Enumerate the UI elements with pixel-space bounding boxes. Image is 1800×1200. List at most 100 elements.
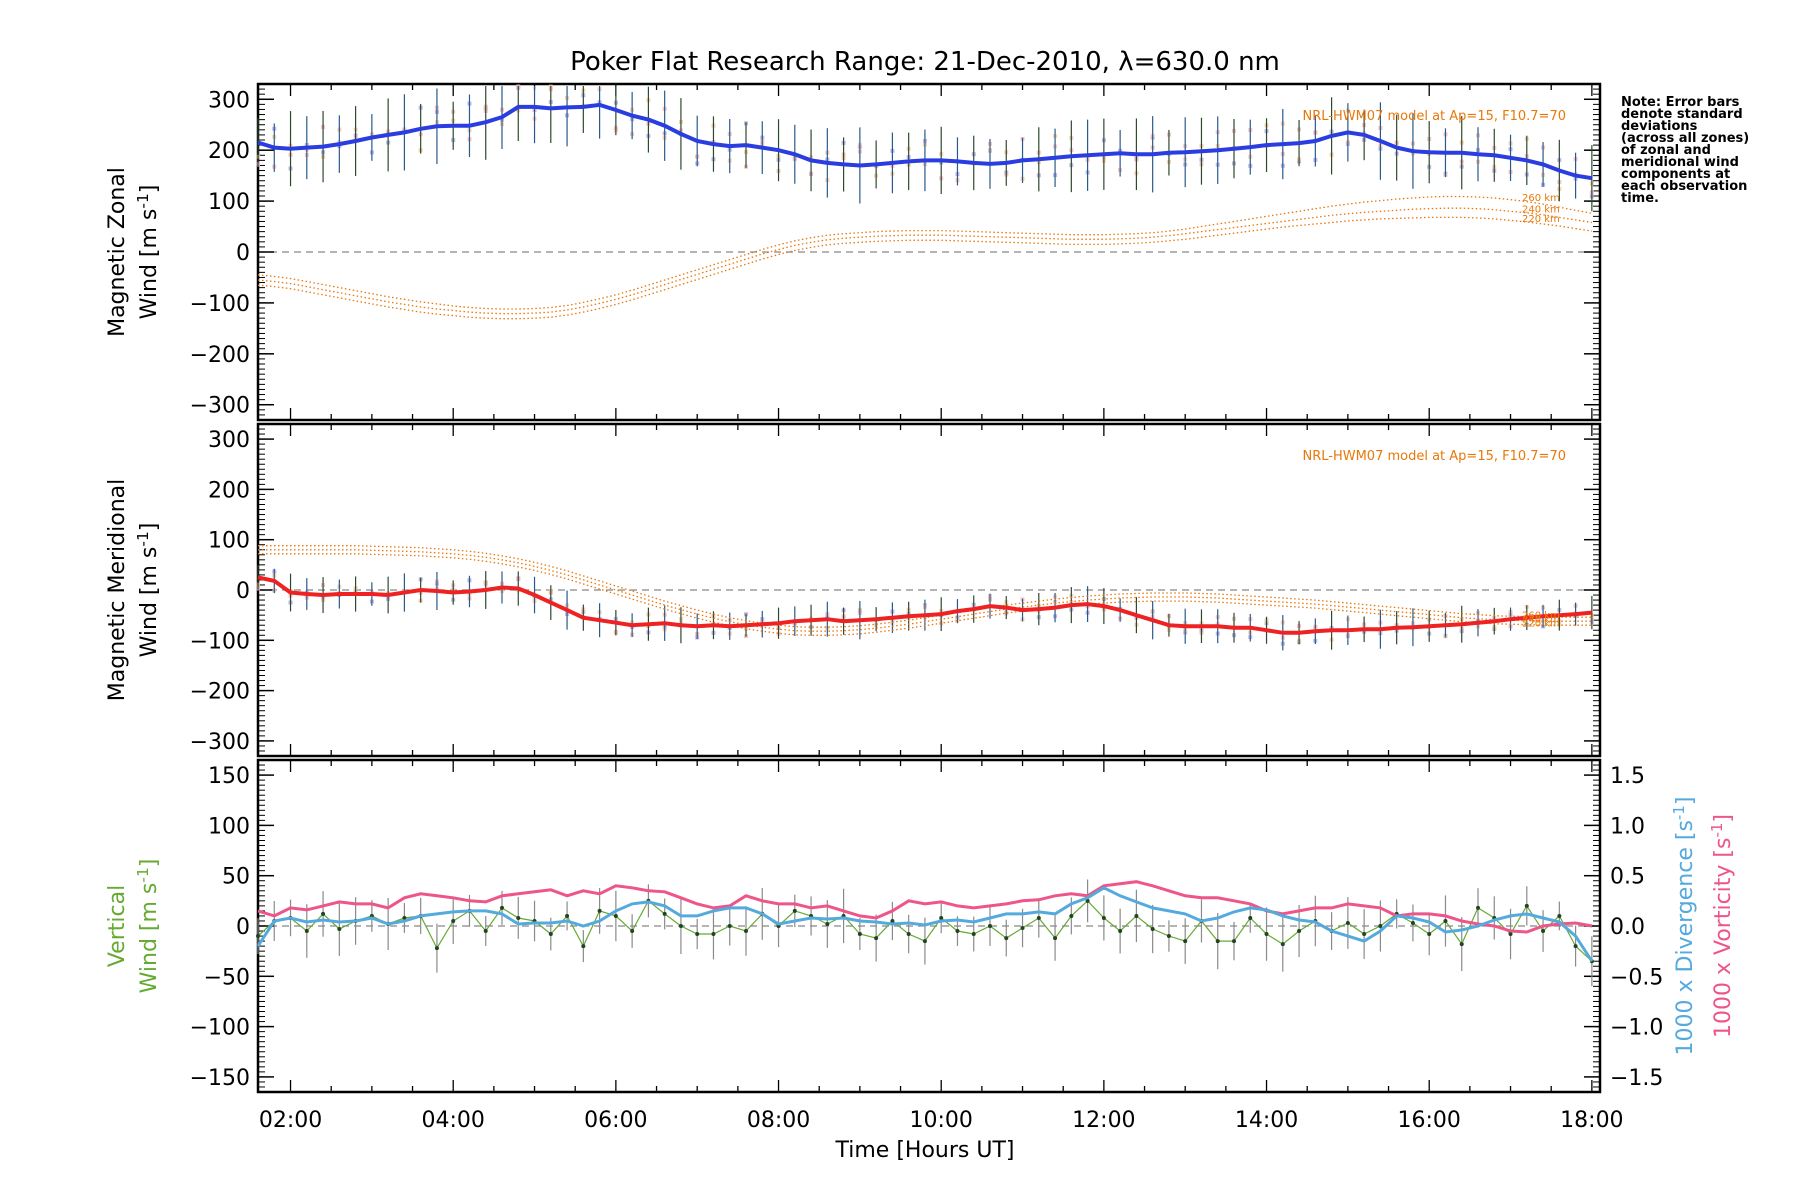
y-axis-label-zonal-line1: Magnetic Zonal xyxy=(105,167,130,337)
y-tick-label: −100 xyxy=(190,292,250,317)
y-axis-label-vertical-line1: Vertical xyxy=(105,885,130,967)
panel-meridional: 300 200 100 0 −100 −200 −300 NRL-HWM07 model at… xyxy=(190,422,1602,758)
vertical-wind-point xyxy=(857,932,862,937)
vertical-wind-point xyxy=(613,913,618,918)
note-line: each observation xyxy=(1621,179,1747,194)
vertical-wind-point xyxy=(1264,932,1269,937)
y2-label-vorticity: 1000 x Vorticity [s-1] xyxy=(1708,814,1736,1038)
model-label: NRL-HWM07 model at Ap=15, F10.7=70 xyxy=(1303,449,1567,464)
x-tick-label: 16:00 xyxy=(1397,1108,1460,1133)
note-line: (across all zones) xyxy=(1621,131,1749,146)
vertical-wind-point xyxy=(516,915,521,920)
y-tick-label: 300 xyxy=(208,88,250,113)
vertical-wind-point xyxy=(988,924,992,928)
model-altitude-label: 220 km xyxy=(1522,214,1560,225)
y2-tick-label: −1.5 xyxy=(1610,1066,1663,1091)
vertical-wind-point xyxy=(1053,936,1058,941)
y2-label-divergence-text: 1000 x Divergence [s-1] xyxy=(1670,797,1698,1056)
y-axis-label-meridional-line2: Wind [m s-1] xyxy=(134,523,162,658)
vertical-wind-point xyxy=(727,924,732,928)
y2-tick-label: 1.5 xyxy=(1610,764,1645,789)
note-line: denote standard xyxy=(1621,107,1743,122)
vertical-wind-point xyxy=(451,918,456,923)
panels: 300 200 100 0 −100 −200 −300 NRL-HWM07 model at… xyxy=(105,82,1736,1133)
vertical-wind-point xyxy=(1232,939,1236,944)
y-axis-label-meridional: Magnetic Meridional Wind [m s-1] xyxy=(105,479,162,701)
y-axis-label-meridional-line1: Magnetic Meridional xyxy=(105,479,130,701)
model-curve-1 xyxy=(258,549,1592,632)
chart-title: Poker Flat Research Range: 21-Dec-2010, … xyxy=(570,47,1280,77)
vertical-wind-point xyxy=(890,918,895,923)
vertical-wind-point xyxy=(1557,913,1562,918)
vertical-wind-point xyxy=(434,946,439,951)
x-axis-label: Time [Hours UT] xyxy=(835,1138,1015,1163)
vertical-wind-point xyxy=(1297,929,1302,934)
y-tick-label: −50 xyxy=(204,965,250,990)
model-curve-0 xyxy=(258,545,1592,628)
y2-tick-label: 0.0 xyxy=(1610,915,1645,940)
vertical-wind-point xyxy=(1036,915,1041,920)
divergence-line xyxy=(256,886,1594,963)
vertical-wind-point xyxy=(906,932,911,937)
x-tick-label: 04:00 xyxy=(421,1108,484,1133)
y-tick-label: −150 xyxy=(190,1066,250,1091)
x-tick-label: 02:00 xyxy=(259,1108,322,1133)
y2-tick-label: 1.0 xyxy=(1610,814,1645,839)
vertical-wind-point xyxy=(304,929,309,934)
note-line: components at xyxy=(1621,167,1730,182)
y-axis-label-zonal-line2: Wind [m s-1] xyxy=(134,185,162,320)
panel-zonal: 300 200 100 0 −100 −200 −300 NRL-HWM07 model at… xyxy=(190,82,1602,422)
y-tick-label: 0 xyxy=(236,579,250,604)
x-tick-label: 12:00 xyxy=(1072,1108,1135,1133)
model-curve-0 xyxy=(257,195,1593,310)
note-line: meridional wind xyxy=(1621,155,1739,170)
vertical-wind-point xyxy=(1150,927,1155,932)
y2-label-divergence: 1000 x Divergence [s-1] xyxy=(1670,797,1698,1056)
model-label: NRL-HWM07 model at Ap=15, F10.7=70 xyxy=(1303,109,1567,124)
vertical-wind-point xyxy=(955,929,960,934)
y2-tick-label: −0.5 xyxy=(1610,965,1663,990)
vertical-wind-point xyxy=(337,927,342,932)
y-tick-label: 0 xyxy=(236,915,250,940)
x-tick-label: 10:00 xyxy=(909,1108,972,1133)
vertical-wind-point xyxy=(1020,926,1025,931)
y-tick-label: 100 xyxy=(208,190,250,215)
vertical-wind-point xyxy=(1215,939,1220,944)
vertical-wind-point xyxy=(1248,915,1253,920)
panel-vertical: 150 100 50 0 −50 −100 −150 1.5 1.0 0.5 0.0 −0.5 −1.0… xyxy=(190,758,1736,1094)
vertical-wind-point xyxy=(256,934,260,939)
y-tick-label: −100 xyxy=(190,1016,250,1041)
vertical-wind-point xyxy=(874,936,879,941)
note-line: deviations xyxy=(1621,119,1698,134)
y-tick-label: 50 xyxy=(222,865,250,890)
y-tick-label: −200 xyxy=(190,680,250,705)
model-altitude-label: 240 km xyxy=(1522,205,1560,216)
vertical-wind-point xyxy=(548,932,553,937)
vertical-wind-point xyxy=(1134,913,1139,918)
note-line: Note: Error bars xyxy=(1621,95,1740,110)
y-tick-label: 150 xyxy=(208,764,250,789)
vertical-wind-point xyxy=(483,929,488,934)
vertical-wind-point xyxy=(792,908,797,913)
vertical-wind-point xyxy=(1476,905,1480,910)
vertical-wind-point xyxy=(678,924,683,928)
x-tick-label: 14:00 xyxy=(1235,1108,1298,1133)
y-axis-label-vertical-line2: Wind [m s-1] xyxy=(134,859,162,994)
y-tick-label: 100 xyxy=(208,814,250,839)
vertical-wind-point xyxy=(630,929,635,934)
vertical-wind-point xyxy=(711,932,716,937)
vertical-wind-point xyxy=(1183,939,1188,944)
note-line: time. xyxy=(1621,191,1659,206)
model-altitude-label: 240 km xyxy=(1522,615,1560,626)
vertical-wind-point xyxy=(1004,936,1009,941)
y-tick-label: −300 xyxy=(190,730,250,755)
model-curve-2 xyxy=(257,216,1592,320)
wind-series-line xyxy=(257,575,1593,635)
vertical-wind-point xyxy=(1345,920,1350,925)
y-tick-label: 200 xyxy=(208,139,250,164)
vertical-wind-point xyxy=(1410,920,1415,925)
vertical-wind-point xyxy=(1085,898,1090,903)
vertical-wind-point xyxy=(500,905,504,910)
vertical-wind-point xyxy=(1166,934,1171,939)
